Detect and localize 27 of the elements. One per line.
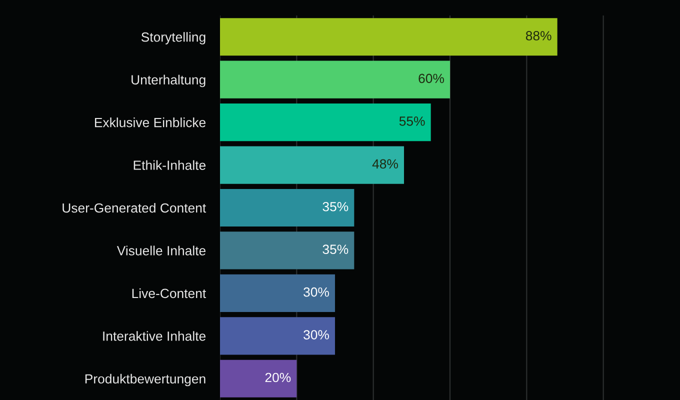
bar <box>220 360 297 398</box>
bar <box>220 60 450 98</box>
data-label: 48% <box>372 159 398 169</box>
bar <box>220 146 404 184</box>
bar <box>220 274 335 312</box>
data-label: 55% <box>399 116 425 126</box>
y-tick-label: Storytelling <box>141 32 206 44</box>
y-tick-label: User-Generated Content <box>62 202 206 213</box>
data-label: 35% <box>322 202 348 212</box>
bar <box>220 104 431 142</box>
data-label: 88% <box>526 31 552 40</box>
y-tick-label: Interaktive Inhalte <box>103 331 206 341</box>
bar <box>220 317 335 355</box>
data-label: 35% <box>322 244 348 254</box>
y-tick-label: Live-Content <box>132 288 206 298</box>
y-tick-label: Visuelle Inhalte <box>116 246 206 256</box>
bar <box>220 232 354 270</box>
data-label: 60% <box>418 74 444 84</box>
y-tick-label: Ethik-Inhalte <box>134 160 206 170</box>
y-tick-label: Exklusive Einblicke <box>94 118 206 128</box>
y-tick-label: Unterhaltung <box>132 74 206 88</box>
data-label: 30% <box>304 287 329 297</box>
bar <box>220 188 354 227</box>
data-label: 30% <box>304 330 329 340</box>
bar <box>220 18 558 56</box>
data-label: 20% <box>265 372 291 382</box>
y-tick-label: Produktbewertungen <box>85 374 206 386</box>
